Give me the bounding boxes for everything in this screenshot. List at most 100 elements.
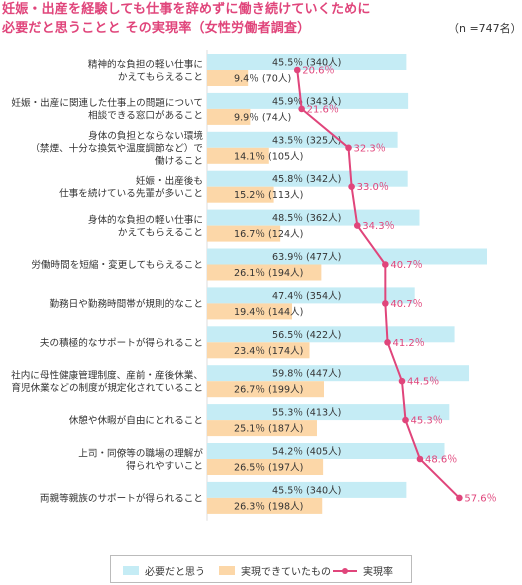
- bar-needed: [207, 131, 398, 148]
- category-label: （禁煙、十分な換気や温度調節など）で: [30, 142, 203, 154]
- rate-point: [402, 416, 409, 424]
- rate-point: [398, 377, 406, 385]
- bar-needed: [207, 443, 445, 459]
- legend-item-rate: 実現率: [333, 563, 393, 578]
- category-label: 上司・同僚等の職場の理解が: [78, 447, 203, 459]
- bar-realized: [207, 264, 322, 281]
- legend-line-icon: [333, 566, 357, 576]
- rate-point: [345, 144, 352, 152]
- rate-point: [293, 66, 301, 74]
- bar-realized: [207, 108, 251, 125]
- category-label: 精神的な負担の軽い仕事に: [88, 58, 203, 70]
- bar-realized: [207, 497, 323, 514]
- bar-needed-label: 43.5％ (325人): [272, 135, 341, 146]
- rate-label: 44.5％: [407, 377, 439, 388]
- bar-realized: [207, 147, 269, 164]
- bar-realized: [207, 459, 324, 475]
- chart-title: 妊娠・出産を経験しても仕事を辞めずに働き続けていくために 必要だと思うことと そ…: [2, 0, 422, 38]
- bar-needed-label: 59.8％ (447人): [272, 369, 341, 380]
- category-label: 休憩や休暇が自由にとれること: [69, 415, 203, 427]
- bar-needed-label: 48.5％ (362人): [272, 213, 341, 224]
- bar-needed-label: 45.9％ (343人): [272, 96, 341, 107]
- bar-realized: [207, 342, 310, 359]
- bar-needed: [207, 287, 415, 304]
- chart-title-line2: 必要だと思うことと その実現率（女性労働者調査）: [2, 21, 311, 36]
- bar-needed-label: 63.9％ (477人): [272, 252, 341, 263]
- bar-realized-label: 23.4％ (174人): [234, 346, 303, 357]
- bar-realized: [207, 381, 324, 398]
- legend-item-realized: 実現できていたもの: [219, 563, 331, 578]
- bar-realized-label: 14.1％ (105人): [234, 151, 303, 162]
- bar-needed-label: 56.5％ (422人): [272, 330, 341, 341]
- bar-needed: [207, 404, 450, 421]
- bar-needed: [207, 481, 407, 498]
- category-label: 労働時間を短縮・変更してもらえること: [31, 259, 203, 271]
- category-label: 身体の負担とならない環境: [88, 130, 203, 142]
- legend: 必要だと思う 実現できていたもの 実現率: [110, 555, 412, 583]
- rate-label: 40.7％: [390, 260, 422, 271]
- legend-label-realized: 実現できていたもの: [241, 567, 331, 578]
- rate-label: 33.0％: [357, 182, 389, 193]
- chart-title-line1: 妊娠・出産を経験しても仕事を辞めずに働き続けていくために: [2, 2, 371, 17]
- bar-realized-label: 9.9％ (74人): [234, 112, 291, 123]
- category-label: 妊娠・出産後も: [136, 175, 203, 187]
- rate-point: [298, 105, 305, 113]
- bar-needed-label: 55.3％ (413人): [272, 408, 341, 419]
- rate-label: 32.3％: [354, 143, 386, 154]
- bar-realized-label: 26.7％ (199人): [234, 385, 303, 396]
- rate-label: 57.6％: [464, 493, 496, 504]
- legend-label-rate: 実現率: [363, 567, 393, 578]
- bar-needed: [207, 170, 408, 187]
- rate-label: 20.6％: [302, 66, 334, 77]
- rate-label: 40.7％: [390, 299, 422, 310]
- category-label: 身体的な負担の軽い仕事に: [88, 214, 203, 226]
- category-label: 育児休業などの制度が規定化されていること: [11, 382, 203, 394]
- bar-realized-label: 26.5％ (197人): [234, 463, 303, 474]
- rate-label: 45.3％: [410, 416, 442, 427]
- category-label: かえてもらえること: [118, 227, 203, 238]
- bar-realized-label: 25.1％ (187人): [234, 424, 303, 435]
- rate-point: [348, 183, 355, 190]
- rate-point: [416, 455, 424, 463]
- category-label: 働けること: [155, 155, 203, 167]
- category-label: 妊娠・出産に関連した仕事上の問題について: [11, 97, 203, 109]
- bar-realized-label: 15.2％ (113人): [234, 190, 303, 201]
- rate-point: [384, 339, 391, 346]
- rate-point: [382, 300, 389, 307]
- category-label: 得られやすいこと: [126, 460, 203, 472]
- bar-needed-label: 54.2％ (405人): [272, 447, 341, 458]
- bar-needed: [207, 54, 407, 70]
- legend-item-needed: 必要だと思う: [123, 563, 205, 578]
- bar-realized: [207, 420, 317, 437]
- category-label: 相談できる窓口があること: [88, 110, 203, 122]
- rate-point: [456, 494, 463, 502]
- bar-realized-label: 26.1％ (194人): [234, 268, 303, 279]
- bar-realized-label: 9.4％ (70人): [234, 74, 291, 85]
- rate-label: 34.3％: [362, 221, 394, 232]
- bar-needed-label: 47.4％ (354人): [272, 291, 341, 302]
- rate-line: [296, 69, 461, 499]
- category-label: 両親等親族のサポートが得られること: [40, 492, 203, 504]
- bar-realized-label: 19.4％ (144人): [234, 307, 303, 318]
- category-label: 社内に母性健康管理制度、産前・産後休業、: [11, 369, 203, 381]
- bar-realized: [207, 303, 293, 320]
- category-label: かえてもらえること: [118, 72, 203, 83]
- bar-needed-label: 45.5％ (340人): [272, 58, 341, 69]
- category-label: 仕事を続けている先輩が多いこと: [59, 187, 203, 199]
- bar-needed-label: 45.5％ (340人): [272, 485, 341, 496]
- legend-swatch-needed: [123, 566, 139, 575]
- sample-size-note: （n =747名）: [448, 22, 522, 35]
- bar-needed-label: 45.8％ (342人): [272, 174, 341, 185]
- bar-realized: [207, 186, 274, 203]
- category-label: 夫の積極的なサポートが得られること: [40, 337, 203, 349]
- bar-realized: [207, 225, 281, 242]
- rate-point: [353, 222, 361, 229]
- bar-needed: [207, 92, 409, 109]
- legend-label-needed: 必要だと思う: [145, 567, 205, 578]
- rate-label: 48.6％: [425, 455, 457, 466]
- rate-point: [382, 261, 389, 268]
- bar-realized-label: 26.3％ (198人): [234, 501, 303, 512]
- bar-needed: [207, 209, 420, 226]
- category-label: 勤務日や勤務時間帯が規則的なこと: [50, 298, 204, 310]
